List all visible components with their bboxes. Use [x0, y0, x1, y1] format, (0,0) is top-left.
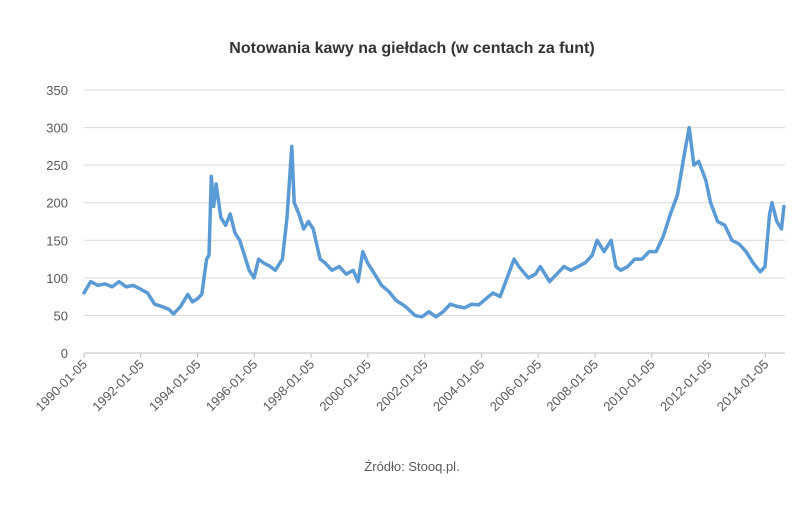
chart-title: Notowania kawy na giełdach (w centach za…	[229, 40, 594, 57]
x-tick-label: 2010-01-05	[600, 357, 658, 415]
y-tick-label: 200	[46, 196, 68, 211]
y-tick-label: 300	[46, 121, 68, 136]
y-tick-label: 100	[46, 271, 68, 286]
data-line	[82, 125, 786, 319]
source-note: Źródło: Stooq.pl.	[364, 459, 459, 474]
x-tick-label: 2004-01-05	[430, 357, 488, 415]
x-tick-label: 1996-01-05	[203, 357, 261, 415]
x-tick-label: 2006-01-05	[487, 357, 545, 415]
y-tick-label: 350	[46, 83, 68, 98]
x-tick-label: 1992-01-05	[89, 357, 147, 415]
x-tick-label: 2000-01-05	[316, 357, 374, 415]
x-tick-label: 2012-01-05	[657, 357, 715, 415]
y-tick-label: 150	[46, 233, 68, 248]
x-tick-label: 1990-01-05	[32, 357, 90, 415]
x-tick-label: 1998-01-05	[260, 357, 318, 415]
x-tick-label: 2014-01-05	[714, 357, 772, 415]
y-tick-label: 50	[54, 308, 68, 323]
x-tick-label: 2002-01-05	[373, 357, 431, 415]
y-tick-label: 0	[61, 346, 68, 361]
x-tick-label: 2008-01-05	[543, 357, 601, 415]
x-tick-label: 1994-01-05	[146, 357, 204, 415]
y-tick-label: 250	[46, 158, 68, 173]
